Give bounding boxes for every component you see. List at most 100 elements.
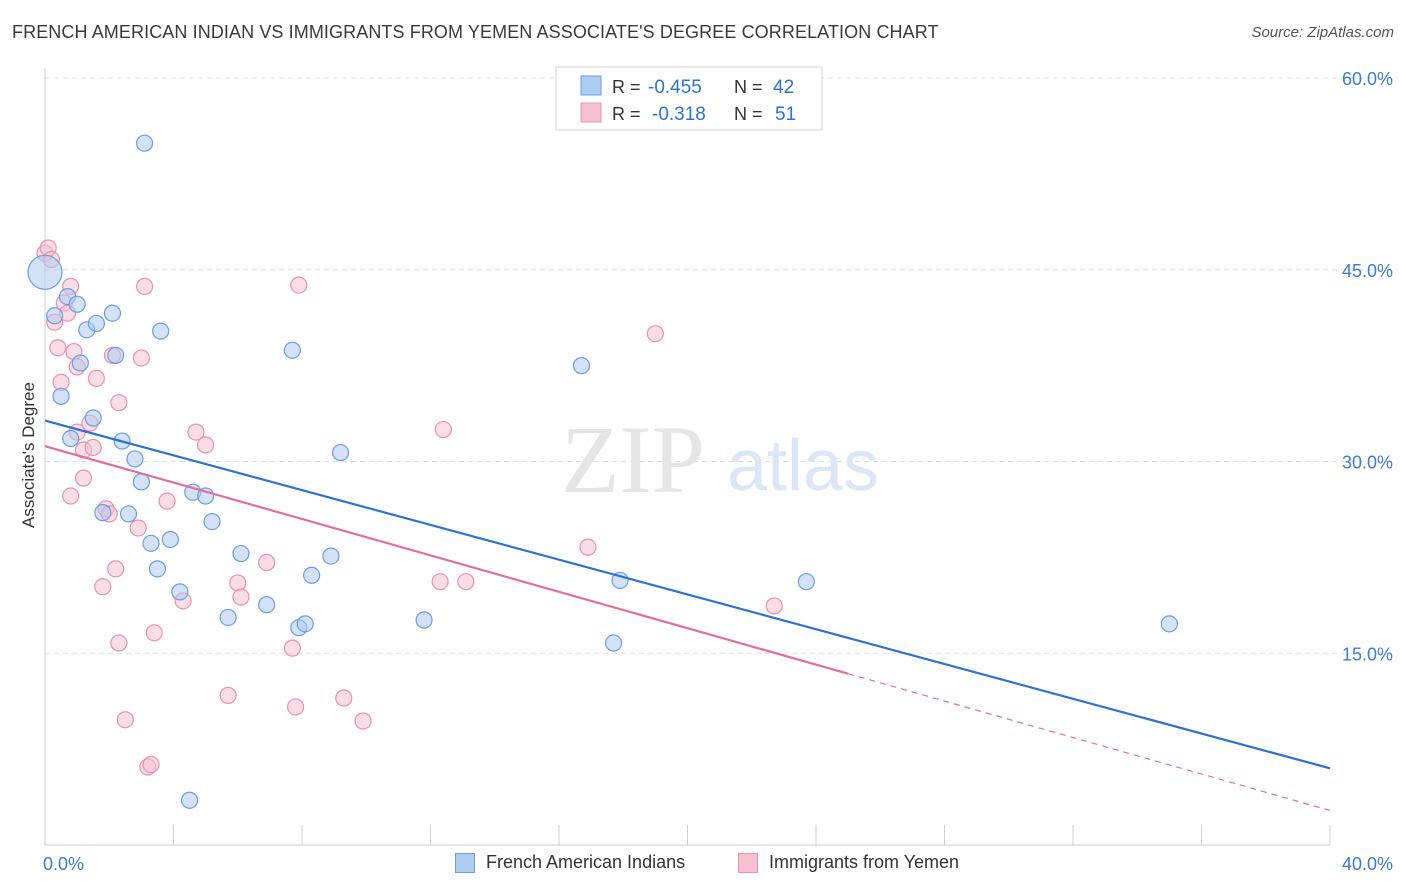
data-point-immigrants-from-yemen [457, 573, 475, 591]
data-point-immigrants-from-yemen [129, 519, 147, 537]
data-point-french-american-indians [152, 322, 170, 340]
legend-label-french-american-indians: French American Indians [486, 852, 686, 872]
tick-labels: 15.0% 30.0% 45.0% 60.0% 0.0% 40.0% [43, 69, 1393, 874]
trend-line-immigrants-from-yemen [44, 445, 849, 675]
data-point-immigrants-from-yemen [110, 634, 128, 652]
data-point-french-american-indians [46, 307, 64, 325]
data-point-immigrants-from-yemen [258, 553, 276, 572]
series-french-american-indians [27, 134, 1178, 809]
data-point-immigrants-from-yemen [142, 755, 160, 774]
data-point-immigrants-from-yemen [135, 277, 154, 295]
data-point-immigrants-from-yemen [283, 639, 301, 657]
data-point-french-american-indians [161, 530, 179, 549]
legend-item-french-american-indians: French American Indians [455, 852, 685, 873]
axes [44, 68, 1331, 846]
data-point-immigrants-from-yemen [290, 276, 308, 294]
data-point-french-american-indians [71, 354, 89, 372]
data-point-french-american-indians [1160, 615, 1178, 633]
data-point-french-american-indians [148, 560, 167, 578]
stats-n-value-blue: 42 [773, 77, 794, 98]
data-point-french-american-indians [68, 295, 86, 313]
data-point-french-american-indians [283, 341, 301, 359]
y-tick-label: 60.0% [1342, 69, 1393, 89]
data-point-immigrants-from-yemen [197, 436, 215, 454]
y-tick-label: 15.0% [1342, 644, 1393, 664]
trend-line-extension-immigrants-from-yemen [847, 673, 1331, 812]
data-point-immigrants-from-yemen [107, 560, 125, 578]
data-point-french-american-indians [62, 429, 80, 448]
data-point-french-american-indians [135, 134, 154, 152]
watermark-atlas: atlas [727, 426, 879, 506]
series-legend: French American Indians Immigrants from … [0, 852, 1406, 878]
stats-n-label-blue: N = [734, 77, 763, 97]
data-point-french-american-indians [797, 573, 815, 591]
data-point-french-american-indians [180, 791, 199, 809]
data-point-immigrants-from-yemen [354, 712, 372, 730]
data-point-immigrants-from-yemen [229, 574, 247, 592]
data-point-french-american-indians [126, 450, 144, 468]
data-point-immigrants-from-yemen [62, 487, 80, 505]
trend-line-french-american-indians [44, 419, 1331, 770]
data-point-french-american-indians [171, 583, 189, 601]
data-point-french-american-indians [94, 504, 112, 522]
data-point-french-american-indians [331, 443, 350, 462]
data-point-immigrants-from-yemen [434, 420, 452, 439]
data-point-french-american-indians [322, 547, 340, 565]
data-point-immigrants-from-yemen [219, 686, 237, 705]
stats-legend: R = -0.455 N = 42 R = -0.318 N = 51 [555, 66, 823, 131]
x-tick-label-max: 40.0% [1342, 854, 1393, 874]
data-point-immigrants-from-yemen [431, 573, 449, 591]
data-point-immigrants-from-yemen [187, 423, 205, 441]
data-point-french-american-indians [132, 473, 150, 491]
data-point-french-american-indians [84, 409, 102, 427]
data-point-french-american-indians [303, 566, 321, 584]
x-tick-label-min: 0.0% [43, 854, 84, 874]
data-point-french-american-indians [232, 544, 250, 563]
data-point-french-american-indians [87, 314, 106, 333]
data-point-immigrants-from-yemen [87, 369, 106, 388]
stats-swatch-blue [580, 75, 602, 96]
data-point-immigrants-from-yemen [579, 538, 597, 556]
data-point-immigrants-from-yemen [49, 339, 67, 357]
data-point-french-american-indians [605, 634, 623, 652]
data-point-french-american-indians [107, 346, 125, 364]
data-point-immigrants-from-yemen [646, 325, 664, 343]
data-point-immigrants-from-yemen [145, 624, 163, 642]
data-point-immigrants-from-yemen [84, 438, 102, 457]
data-point-french-american-indians [103, 304, 122, 322]
grid-lines [45, 77, 1392, 654]
source-label: Source: ZipAtlas.com [1251, 24, 1394, 41]
stats-n-value-pink: 51 [775, 104, 796, 125]
data-point-french-american-indians [203, 512, 221, 531]
stats-r-label-pink: R = [612, 104, 641, 124]
data-point-immigrants-from-yemen [94, 578, 112, 596]
legend-swatch-pink [738, 852, 758, 873]
chart-title: FRENCH AMERICAN INDIAN VS IMMIGRANTS FRO… [12, 22, 939, 42]
data-point-immigrants-from-yemen [232, 588, 250, 606]
stats-swatch-pink [580, 102, 602, 123]
trend-lines [44, 419, 1331, 812]
stats-r-value-blue: -0.455 [648, 77, 702, 98]
y-tick-label: 30.0% [1342, 453, 1393, 473]
data-point-french-american-indians [52, 387, 70, 405]
data-point-french-american-indians [219, 608, 237, 627]
data-point-immigrants-from-yemen [335, 689, 353, 707]
y-axis-label: Associate's Degree [19, 382, 38, 528]
data-point-immigrants-from-yemen [132, 349, 150, 367]
stats-n-label-pink: N = [734, 104, 763, 124]
data-point-french-american-indians [119, 505, 138, 523]
data-point-immigrants-from-yemen [116, 711, 134, 729]
data-point-french-american-indians [258, 596, 276, 614]
data-point-french-american-indians [572, 357, 591, 375]
data-point-french-american-indians [296, 615, 314, 633]
watermark-zip: ZIP [561, 406, 705, 513]
y-tick-label: 45.0% [1342, 261, 1393, 281]
legend-item-immigrants-from-yemen: Immigrants from Yemen [738, 852, 959, 873]
watermark: ZIP atlas [561, 406, 879, 513]
data-point-french-american-indians [415, 611, 433, 629]
data-point-french-american-indians [142, 534, 160, 552]
data-point-immigrants-from-yemen [74, 469, 93, 487]
data-point-immigrants-from-yemen [286, 698, 305, 716]
data-point-french-american-indians [27, 254, 63, 290]
